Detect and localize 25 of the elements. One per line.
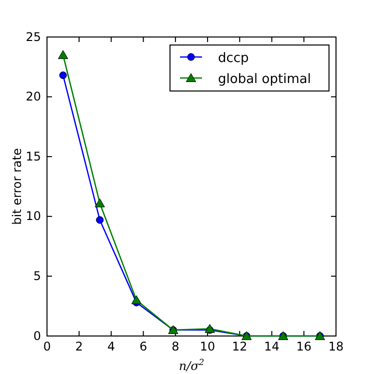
point xyxy=(58,50,68,59)
x-tick-label: 18 xyxy=(328,340,344,354)
x-tick-label: 12 xyxy=(232,340,248,354)
point xyxy=(94,198,105,208)
x-tick-label: 2 xyxy=(75,340,83,354)
y-tick-label: 20 xyxy=(26,90,41,104)
point xyxy=(59,71,67,80)
y-tick-label: 0 xyxy=(33,328,41,343)
x-tick-label: 10 xyxy=(200,340,216,354)
point xyxy=(131,295,142,304)
x-tick-label: 14 xyxy=(264,340,280,354)
legend-label: dccp xyxy=(218,51,249,66)
y-tick-label: 10 xyxy=(26,209,41,224)
x-tick-label: 6 xyxy=(140,340,148,354)
x-tick-label: 16 xyxy=(296,340,312,354)
x-tick-label: 4 xyxy=(107,340,116,354)
x-tick-label: 0 xyxy=(43,340,51,354)
legend-label: global optimal xyxy=(218,72,311,87)
x-axis-title: n/σ$^{2}$ xyxy=(178,357,204,373)
y-tick-label: 25 xyxy=(26,30,41,44)
y-tick-label: 15 xyxy=(26,149,41,164)
x-tick-label: 8 xyxy=(172,340,180,354)
point xyxy=(96,216,104,224)
y-tick-label: 5 xyxy=(33,269,41,284)
y-axis-title: bit error rate xyxy=(10,148,24,225)
